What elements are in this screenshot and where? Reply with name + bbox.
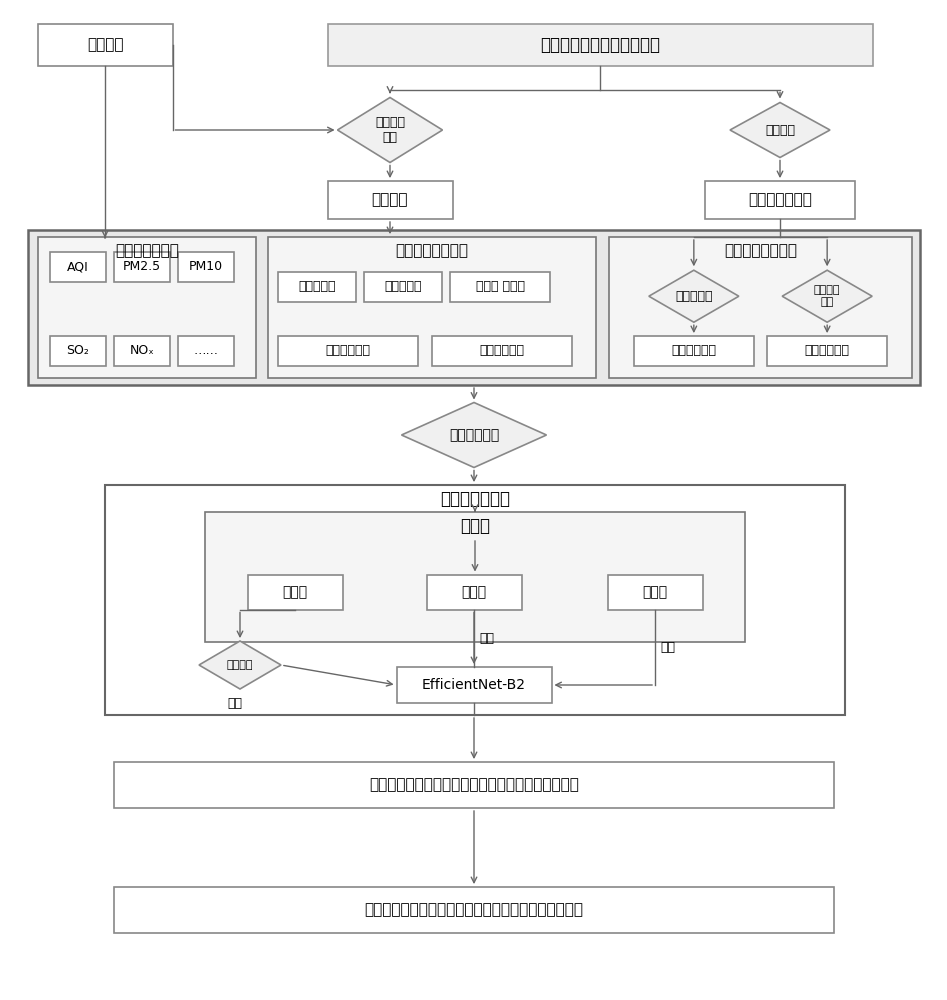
Text: 敏感波段选取: 敏感波段选取 [671,344,716,358]
FancyBboxPatch shape [114,336,170,366]
FancyBboxPatch shape [328,24,872,66]
FancyBboxPatch shape [767,336,887,366]
Text: 数据集: 数据集 [460,517,490,535]
Text: 验证集: 验证集 [642,585,668,599]
FancyBboxPatch shape [205,512,745,642]
FancyBboxPatch shape [105,485,845,715]
FancyBboxPatch shape [247,574,343,609]
Text: 训练集: 训练集 [282,585,308,599]
FancyBboxPatch shape [705,181,855,219]
Text: PM2.5: PM2.5 [123,260,161,273]
FancyBboxPatch shape [38,24,172,66]
FancyBboxPatch shape [397,667,551,703]
Text: 图像边缘特征: 图像边缘特征 [326,344,370,358]
Polygon shape [337,98,442,162]
Polygon shape [199,641,281,689]
Text: 测试: 测试 [479,632,494,645]
Text: 数据增强: 数据增强 [226,660,253,670]
FancyBboxPatch shape [278,336,418,366]
Text: EfficientNet-B2: EfficientNet-B2 [422,678,526,692]
FancyBboxPatch shape [28,230,920,385]
FancyBboxPatch shape [38,237,256,378]
FancyBboxPatch shape [114,887,834,933]
FancyBboxPatch shape [50,336,106,366]
Text: AQI: AQI [67,260,89,273]
FancyBboxPatch shape [450,272,550,302]
Text: 光谱特征指标提取: 光谱特征指标提取 [724,243,797,258]
Text: 相关性分析: 相关性分析 [675,290,712,303]
FancyBboxPatch shape [609,237,912,378]
FancyBboxPatch shape [426,574,522,609]
FancyBboxPatch shape [634,336,754,366]
Text: NOₓ: NOₓ [130,344,154,358]
Text: 验证: 验证 [660,641,675,654]
Text: 基于中高分辨率遥感影像的城区霖污染指数反演模型: 基于中高分辨率遥感影像的城区霖污染指数反演模型 [369,778,579,792]
FancyBboxPatch shape [114,252,170,282]
Text: PM10: PM10 [189,260,223,273]
Text: 图像对比度: 图像对比度 [298,280,336,294]
Polygon shape [730,103,830,157]
Polygon shape [782,270,872,322]
Text: 灰度平均値: 灰度平均値 [384,280,421,294]
FancyBboxPatch shape [50,252,106,282]
FancyBboxPatch shape [607,574,703,609]
Text: 图像剪裁: 图像剪裁 [372,192,408,208]
FancyBboxPatch shape [364,272,442,302]
Text: 数据一一对应: 数据一一对应 [449,428,499,442]
Text: 标准差 协方差: 标准差 协方差 [475,280,525,294]
Text: 图像纹理特征: 图像纹理特征 [479,344,525,358]
Text: 辐射定标: 辐射定标 [765,123,795,136]
Text: 各污染物监测値: 各污染物监测値 [116,243,179,258]
FancyBboxPatch shape [328,181,453,219]
Text: 测试集: 测试集 [461,585,487,599]
Text: 监测站点: 监测站点 [87,37,123,52]
Text: 基于中高分辨率遥感影像的城区霖污染指数浓度分布图: 基于中高分辨率遥感影像的城区霖污染指数浓度分布图 [365,902,583,918]
Text: 图像特征指标提取: 图像特征指标提取 [396,243,469,258]
Text: 污染指数构建: 污染指数构建 [805,344,849,358]
FancyBboxPatch shape [114,762,834,808]
Text: 光谱特征
分析: 光谱特征 分析 [813,285,840,307]
Polygon shape [402,402,546,468]
FancyBboxPatch shape [178,252,234,282]
FancyBboxPatch shape [432,336,572,366]
FancyBboxPatch shape [268,237,596,378]
Text: 中高分辨率的遥感影像数据: 中高分辨率的遥感影像数据 [540,36,660,54]
Polygon shape [649,270,739,322]
Text: SO₂: SO₂ [66,344,89,358]
Text: 地理坐标
匹配: 地理坐标 匹配 [375,116,405,144]
Text: 训练: 训练 [227,697,242,710]
Text: 表观反射率影像: 表观反射率影像 [748,192,812,208]
FancyBboxPatch shape [178,336,234,366]
Text: ……: …… [193,344,219,358]
Text: 网络学习、建模: 网络学习、建模 [440,490,510,508]
FancyBboxPatch shape [278,272,356,302]
